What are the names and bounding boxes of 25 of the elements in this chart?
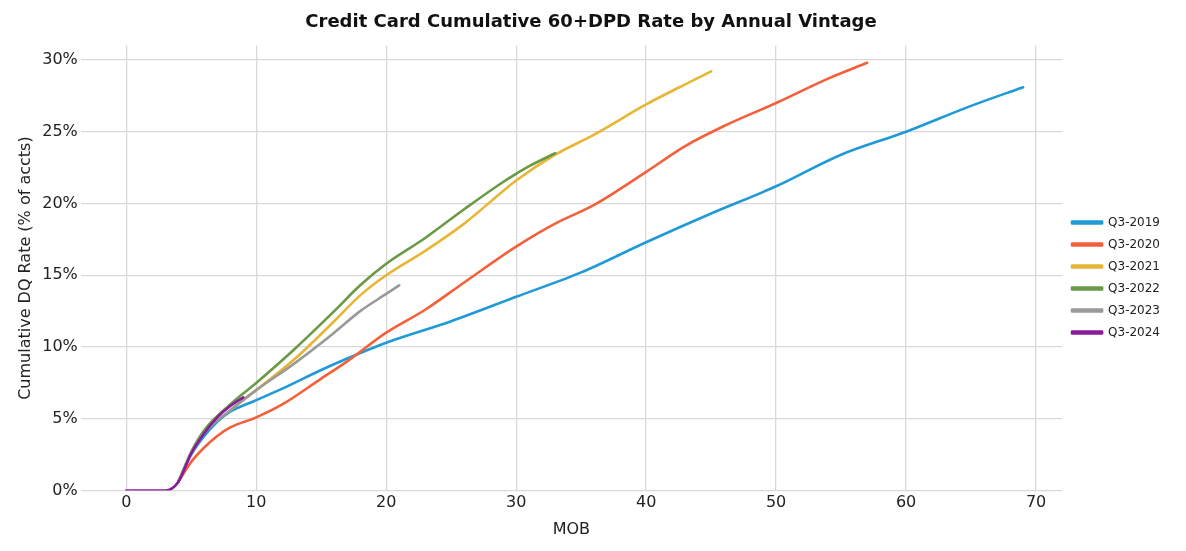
- x-tick-label: 60: [895, 492, 917, 512]
- y-tick-label: 5%: [52, 407, 78, 427]
- y-tick-label: 30%: [42, 49, 78, 69]
- legend-label: Q3-2019: [1108, 214, 1160, 229]
- y-tick-label: 25%: [42, 120, 78, 140]
- y-tick-label: 15%: [42, 264, 78, 284]
- legend-label: Q3-2024: [1108, 324, 1160, 339]
- x-tick-label: 70: [1025, 492, 1047, 512]
- y-tick-label: 20%: [42, 192, 78, 212]
- legend-label: Q3-2023: [1108, 302, 1160, 317]
- x-tick-label: 10: [246, 492, 267, 512]
- chart-title: Credit Card Cumulative 60+DPD Rate by Annual Vintage: [305, 10, 877, 32]
- x-tick-label: 30: [505, 492, 527, 512]
- line-series: [124, 395, 245, 491]
- legend-label: Q3-2021: [1108, 258, 1160, 273]
- y-tick-label: 0%: [52, 479, 78, 499]
- legend-label: Q3-2022: [1108, 280, 1160, 295]
- y-tick-label: 10%: [42, 336, 78, 356]
- x-tick-label: 50: [765, 492, 787, 512]
- legend-label: Q3-2020: [1108, 236, 1160, 251]
- x-tick-label: 40: [635, 492, 657, 512]
- x-tick-label: 0: [121, 492, 132, 512]
- y-axis-title: Cumulative DQ Rate (% of accts): [14, 136, 34, 400]
- x-axis-title: MOB: [552, 518, 591, 538]
- x-tick-label: 20: [376, 492, 397, 512]
